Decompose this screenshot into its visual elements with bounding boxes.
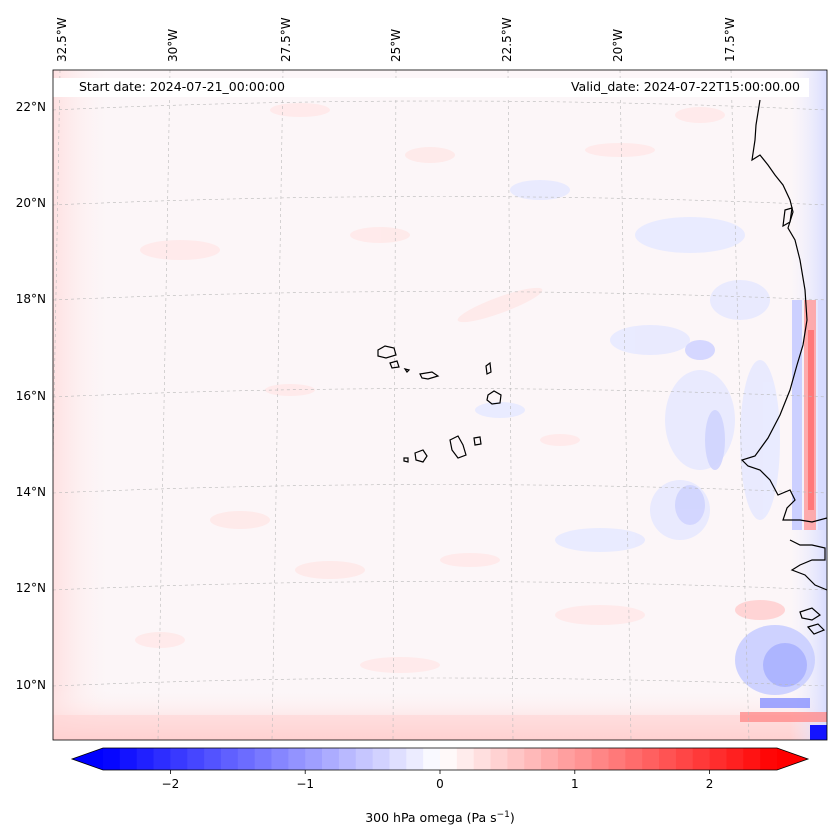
lat-label-22n: 22°N	[16, 100, 46, 114]
lon-label-25w: 25°W	[389, 29, 403, 62]
colorbar-segment	[692, 748, 711, 770]
colorbar-segment	[355, 748, 374, 770]
island-maio	[473, 436, 482, 446]
colorbar-segment	[507, 748, 525, 770]
lon-label-32-5w: 32.5°W	[55, 17, 69, 62]
island-santo-antao	[377, 345, 397, 359]
omega-field	[53, 70, 827, 740]
colorbar-segment	[524, 748, 542, 770]
date-banner	[53, 78, 809, 97]
west-africa-coastline	[740, 99, 827, 523]
colorbar-segment	[119, 748, 138, 770]
colorbar-segment	[237, 748, 256, 770]
colorbar-segment	[204, 748, 222, 770]
colorbar-segment	[591, 748, 610, 770]
colorbar-segment	[642, 748, 660, 770]
lat-label-12n: 12°N	[16, 581, 46, 595]
colorbar-segment	[608, 748, 626, 770]
colorbar-segment	[541, 748, 559, 770]
lat-label-16n: 16°N	[16, 389, 46, 403]
colorbar-segment	[220, 748, 239, 770]
colorbar-tick-label: 1	[571, 777, 579, 791]
colorbar-segment	[136, 748, 155, 770]
colorbar-segment	[557, 748, 576, 770]
island-boa-vista	[486, 390, 502, 405]
colorbar-extend-low	[72, 748, 103, 770]
island-sao-vicente	[389, 360, 400, 369]
colorbar-segments	[103, 748, 778, 770]
lat-label-14n: 14°N	[16, 485, 46, 499]
colorbar-segment	[473, 748, 492, 770]
colorbar-segment	[389, 748, 407, 770]
bijagos-1	[799, 607, 822, 621]
colorbar-tick-label: −2	[162, 777, 180, 791]
island-brava	[403, 457, 409, 463]
valid-date-label: Valid_date: 2024-07-22T15:00:00.00	[571, 79, 800, 94]
colorbar-segment	[490, 748, 508, 770]
latitude-labels: 22°N 20°N 18°N 16°N 14°N 12°N 10°N	[16, 100, 46, 692]
lon-label-20w: 20°W	[611, 29, 625, 62]
map-panel: Start date: 2024-07-21_00:00:00 Valid_da…	[52, 69, 828, 741]
colorbar-segment	[288, 748, 306, 770]
colorbar-segment	[372, 748, 391, 770]
colorbar-ticks: −2 −1 0 1 2	[162, 770, 714, 791]
lat-label-10n: 10°N	[16, 678, 46, 692]
colorbar-segment	[743, 748, 761, 770]
colorbar-segment	[271, 748, 289, 770]
colorbar-segment	[322, 748, 340, 770]
colorbar-label: 300 hPa omega (Pa s−1)	[365, 810, 515, 825]
colorbar-segment	[338, 748, 357, 770]
colorbar-extend-high	[777, 748, 808, 770]
colorbar-segment	[709, 748, 728, 770]
colorbar-segment	[406, 748, 424, 770]
start-date-label: Start date: 2024-07-21_00:00:00	[79, 79, 285, 94]
colorbar-segment	[440, 748, 458, 770]
colorbar-segment	[456, 748, 475, 770]
island-santiago	[449, 435, 467, 459]
colorbar: −2 −1 0 1 2 300 hPa omega (Pa s−1)	[70, 747, 810, 825]
bijagos-2	[806, 623, 826, 635]
island-sal	[485, 361, 492, 375]
colorbar-segment	[760, 748, 778, 770]
colorbar-segment	[305, 748, 323, 770]
lon-label-27-5w: 27.5°W	[279, 17, 293, 62]
colorbar-segment	[659, 748, 677, 770]
island-sao-nicolau	[419, 371, 440, 380]
colorbar-tick-label: −1	[296, 777, 314, 791]
coast-islet	[782, 207, 793, 228]
island-santa-luzia	[403, 368, 411, 373]
colorbar-segment	[187, 748, 205, 770]
colorbar-segment	[423, 748, 441, 770]
island-fogo	[414, 449, 428, 463]
lon-label-30w: 30°W	[166, 29, 180, 62]
colorbar-segment	[625, 748, 643, 770]
colorbar-segment	[726, 748, 744, 770]
colorbar-segment	[254, 748, 273, 770]
colorbar-segment	[675, 748, 694, 770]
lat-label-18n: 18°N	[16, 292, 46, 306]
colorbar-tick-label: 0	[436, 777, 444, 791]
coastline	[740, 99, 827, 635]
longitude-labels: 32.5°W 30°W 27.5°W 25°W 22.5°W 20°W 17.5…	[55, 17, 737, 62]
colorbar-segment	[170, 748, 188, 770]
colorbar-segment	[153, 748, 171, 770]
lon-label-17-5w: 17.5°W	[723, 17, 737, 62]
colorbar-outline	[70, 747, 810, 771]
cape-verde-islands	[377, 345, 502, 463]
lon-label-22-5w: 22.5°W	[500, 17, 514, 62]
colorbar-tick-label: 2	[706, 777, 714, 791]
gambia-coast	[789, 539, 827, 591]
lat-label-20n: 20°N	[16, 196, 46, 210]
gridlines	[53, 70, 827, 740]
map-frame	[52, 69, 828, 741]
colorbar-segment	[103, 748, 121, 770]
colorbar-segment	[574, 748, 593, 770]
